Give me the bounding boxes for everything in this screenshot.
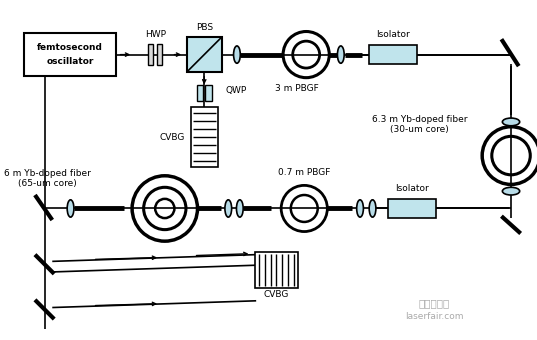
Ellipse shape [236,200,243,217]
Ellipse shape [234,46,240,63]
Bar [255,252,297,288]
Text: femtosecond: femtosecond [37,44,103,52]
Bar [191,107,217,167]
Ellipse shape [369,200,376,217]
Text: (65-um core): (65-um core) [18,179,77,188]
Ellipse shape [357,200,364,217]
Bar [369,45,417,64]
Text: Isolator: Isolator [376,30,410,39]
Bar [187,37,222,72]
Text: 6.3 m Yb-doped fiber: 6.3 m Yb-doped fiber [372,115,467,124]
Text: CVBG: CVBG [264,290,289,299]
Text: 激光制造网: 激光制造网 [418,298,449,308]
Bar [197,85,204,101]
Text: HWP: HWP [144,30,166,39]
Text: CVBG: CVBG [159,133,185,142]
Ellipse shape [503,187,520,195]
Text: laserfair.com: laserfair.com [405,312,463,321]
Text: 3 m PBGF: 3 m PBGF [275,84,318,93]
Ellipse shape [225,200,231,217]
Text: 0.7 m PBGF: 0.7 m PBGF [278,168,330,177]
Text: Isolator: Isolator [395,184,429,193]
Bar [388,199,436,218]
Text: QWP: QWP [226,86,246,95]
Ellipse shape [503,118,520,126]
Text: 6 m Yb-doped fiber: 6 m Yb-doped fiber [4,169,91,178]
Text: oscillator: oscillator [46,57,94,66]
Text: (30-um core): (30-um core) [390,125,449,135]
Text: PBS: PBS [195,22,213,32]
Bar [205,85,212,101]
Bar [24,33,116,76]
Bar [148,44,153,65]
Ellipse shape [67,200,74,217]
Bar [157,44,162,65]
Ellipse shape [337,46,344,63]
